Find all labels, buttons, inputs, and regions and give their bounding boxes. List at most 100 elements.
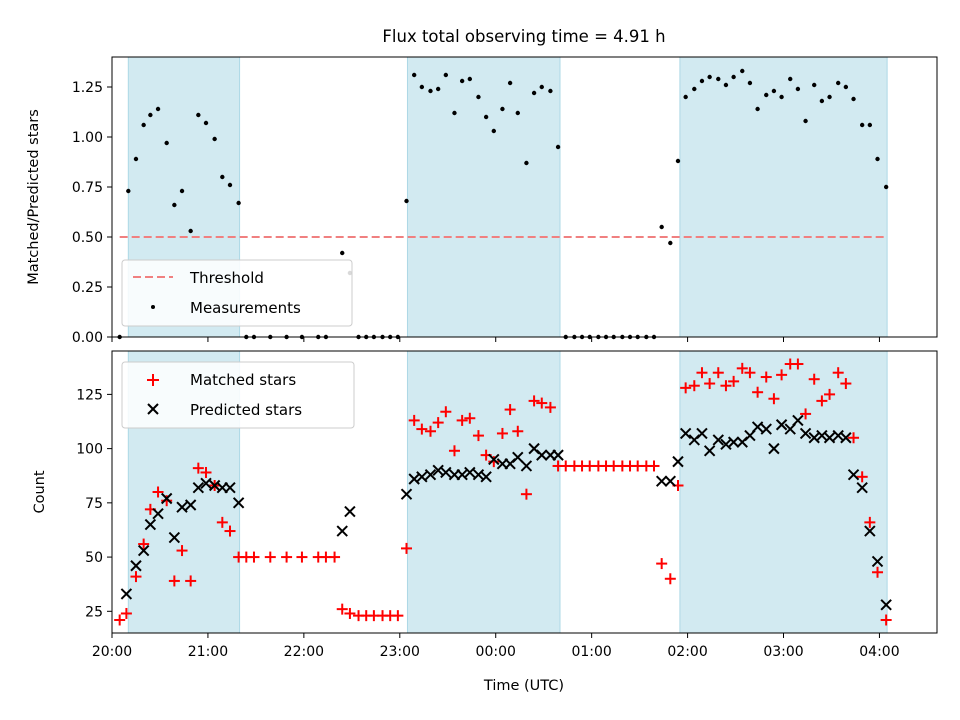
measurement-point xyxy=(419,84,425,90)
bottom-panel: 25 50 75 100 125 20:00 21:00 22:00 23:00 00:00 01… xyxy=(32,350,938,694)
top-observing-window-2 xyxy=(679,56,888,338)
top-panel: 0.00 0.25 0.50 0.75 1.00 1.25 Matched/Predict… xyxy=(26,56,938,346)
predicted-star-point xyxy=(672,455,684,468)
matched-star-point xyxy=(392,610,404,622)
y-tick-label: 1.00 xyxy=(72,130,103,146)
measurement-point xyxy=(555,144,561,150)
measurement-point xyxy=(483,114,489,120)
predicted-star-point xyxy=(536,449,548,461)
measurement-point xyxy=(731,74,736,80)
top-plot-frame xyxy=(111,56,938,338)
predicted-star-point xyxy=(703,445,716,457)
measurement-point xyxy=(188,228,193,234)
predicted-star-point xyxy=(184,499,197,511)
predicted-star-point xyxy=(727,436,740,448)
measurement-point xyxy=(867,122,873,128)
matched-star-point xyxy=(800,408,812,420)
predicted-star-point xyxy=(152,507,164,520)
measurement-point xyxy=(707,74,712,80)
matched-star-point xyxy=(744,367,756,379)
bot-observing-window-2 xyxy=(679,350,888,634)
predicted-star-point xyxy=(440,466,452,479)
matched-star-point xyxy=(704,378,716,390)
matched-star-point xyxy=(808,373,820,385)
matched-star-point xyxy=(520,488,532,500)
measurement-point xyxy=(236,200,241,206)
matched-star-point xyxy=(161,495,173,507)
predicted-star-point xyxy=(840,432,852,444)
measurement-point xyxy=(827,94,832,100)
measurement-point xyxy=(491,128,497,134)
predicted-star-point xyxy=(799,427,812,440)
predicted-star-point xyxy=(336,525,348,537)
measurement-point xyxy=(548,88,553,94)
matched-star-point xyxy=(712,367,724,379)
matched-star-point xyxy=(432,417,444,429)
predicted-star-point xyxy=(520,460,533,472)
y-tick-label: 100 xyxy=(76,442,103,458)
measurement-point xyxy=(196,112,201,118)
matched-star-point xyxy=(344,607,356,619)
matched-star-point xyxy=(760,371,772,383)
matched-star-point xyxy=(264,551,276,563)
legend-threshold-label: Threshold xyxy=(189,269,264,287)
measurement-point xyxy=(659,224,664,230)
top-observing-window-1 xyxy=(406,56,561,338)
matched-star-point xyxy=(456,414,468,426)
predicted-star-point xyxy=(655,475,668,487)
predicted-star-point xyxy=(552,449,564,461)
matched-star-point xyxy=(832,367,844,379)
measurement-point xyxy=(835,80,841,86)
measurement-point xyxy=(675,158,681,164)
measurement-point xyxy=(531,90,537,96)
matched-star-point xyxy=(872,566,884,578)
matched-star-point xyxy=(248,551,260,563)
matched-star-point xyxy=(192,462,204,474)
predicted-star-point xyxy=(856,481,868,494)
matched-star-point xyxy=(816,395,828,407)
matched-star-point xyxy=(176,545,188,557)
measurement-point xyxy=(859,122,865,128)
matched-star-point xyxy=(329,551,341,563)
measurement-point xyxy=(164,140,169,146)
top-y-axis-label: Matched/Predicted stars xyxy=(26,109,42,285)
matched-star-point xyxy=(296,551,308,563)
predicted-star-point xyxy=(480,471,492,483)
y-tick-label: 125 xyxy=(76,387,103,403)
matched-star-point xyxy=(168,575,180,587)
measurement-point xyxy=(788,76,793,82)
matched-star-point xyxy=(424,425,436,437)
x-tick-label: 22:00 xyxy=(284,644,324,660)
predicted-star-point xyxy=(137,544,150,557)
measurement-point xyxy=(443,72,449,78)
legend-predicted-swatch xyxy=(147,403,159,415)
matched-star-point xyxy=(544,401,556,413)
measurement-point xyxy=(507,80,513,86)
measurement-point xyxy=(515,110,520,116)
measurement-point xyxy=(467,76,473,82)
measurement-point xyxy=(764,92,769,98)
measurement-point xyxy=(220,174,225,180)
predicted-star-point xyxy=(847,468,860,481)
predicted-star-point xyxy=(696,427,708,440)
measurement-point xyxy=(875,156,880,162)
measurement-point xyxy=(668,240,673,246)
measurement-point xyxy=(203,120,209,126)
matched-star-point xyxy=(736,362,748,374)
matched-star-point xyxy=(880,614,892,626)
matched-star-point xyxy=(752,386,764,398)
matched-star-point xyxy=(504,404,516,416)
matched-star-point xyxy=(200,466,212,478)
matched-star-point xyxy=(768,393,780,405)
measurement-point xyxy=(227,182,233,188)
matched-star-point xyxy=(216,516,228,528)
measurement-point xyxy=(524,160,529,166)
matched-star-point xyxy=(488,456,500,468)
predicted-star-point xyxy=(871,555,884,568)
measurement-point xyxy=(819,98,825,104)
measurement-point xyxy=(851,96,856,102)
legend-predicted-label: Predicted stars xyxy=(190,401,302,419)
matched-star-point xyxy=(824,388,836,400)
matched-star-point xyxy=(840,378,852,390)
measurement-point xyxy=(435,86,441,92)
